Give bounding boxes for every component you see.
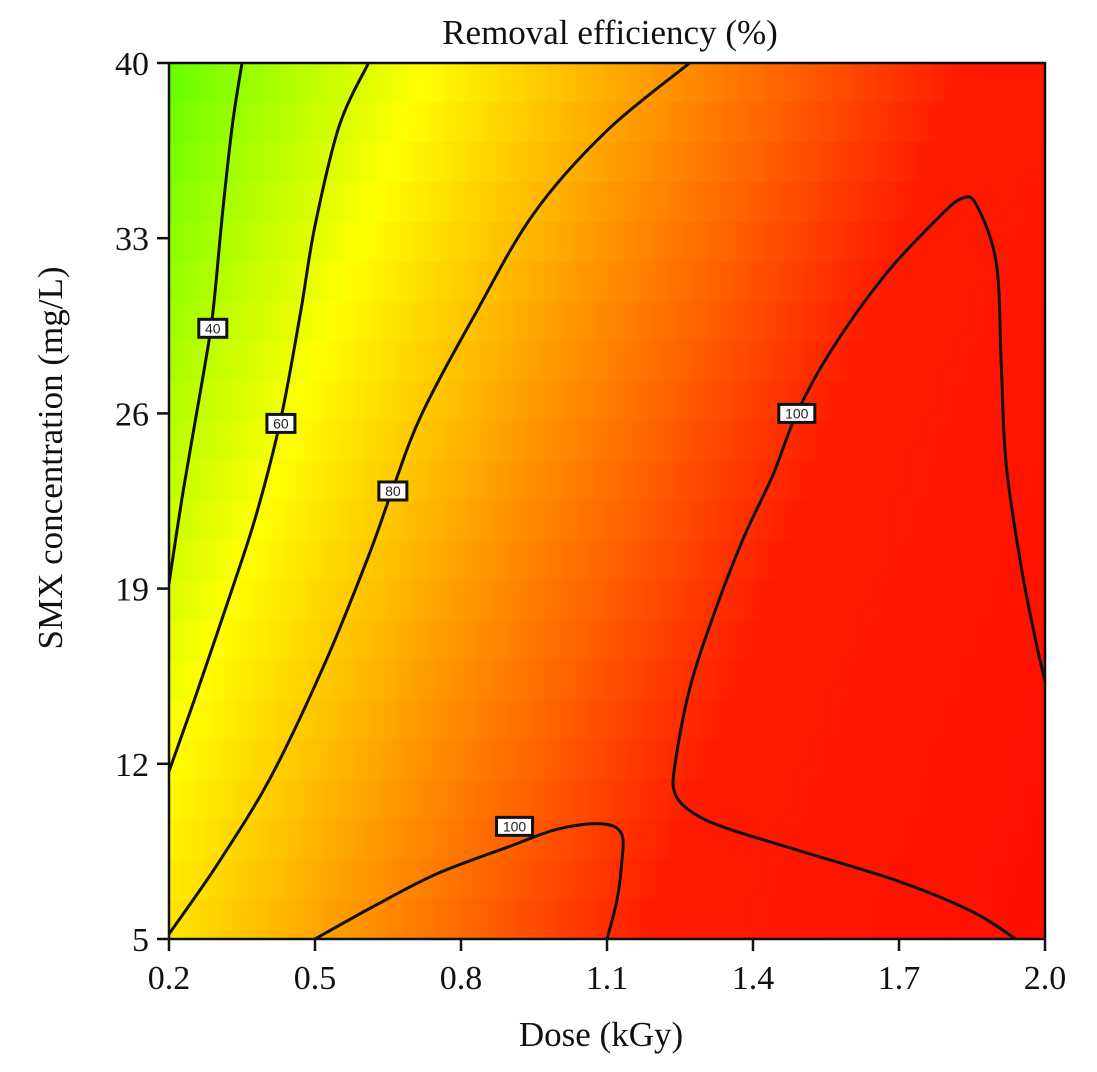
y-tick-label: 33 [115, 221, 149, 258]
contour-line-100 [313, 822, 625, 939]
y-axis: 5 12 19 26 33 40 [115, 46, 169, 959]
heatmap-strip [169, 181, 1045, 223]
contour-labels: 40 60 80 100 100 [197, 317, 817, 837]
y-tick-label: 19 [115, 572, 149, 609]
contour-label-box [377, 480, 409, 502]
heatmap-gradient [169, 63, 1045, 939]
y-tick-label: 40 [115, 46, 149, 83]
heatmap-strip [169, 460, 1045, 502]
contour-label-box [495, 815, 535, 837]
contour-label: 100 [785, 405, 809, 421]
y-axis-title: SMX concentration (mg/L) [31, 267, 70, 650]
x-axis-title: Dose (kGy) [519, 1015, 683, 1054]
heatmap-strip [169, 858, 1045, 900]
heatmap-strip [169, 699, 1045, 741]
heatmap-strip [169, 420, 1045, 462]
x-tick-label: 0.2 [148, 960, 191, 997]
heatmap-strip [169, 659, 1045, 701]
plot-area: 40 60 80 100 100 [167, 61, 1047, 941]
contour-label-box [197, 317, 229, 339]
x-tick-label: 0.5 [294, 960, 337, 997]
heatmap-strip [169, 739, 1045, 781]
x-tick-label: 1.4 [732, 960, 775, 997]
heatmap-strip [169, 221, 1045, 263]
heatmap-strip [169, 898, 1045, 939]
heatmap-strip [169, 500, 1045, 542]
heatmap-strip [169, 779, 1045, 821]
heatmap-strip [169, 102, 1045, 144]
y-tick-label: 12 [115, 747, 149, 784]
heatmap-strip [169, 301, 1045, 343]
contour-line-40 [169, 63, 244, 586]
heatmap-strip [169, 261, 1045, 303]
heatmap-strip [169, 341, 1045, 383]
x-tick-label: 1.7 [878, 960, 921, 997]
heatmap-strip [169, 580, 1045, 621]
contour-label: 80 [385, 483, 401, 499]
y-tick-label: 5 [132, 922, 149, 959]
contour-label: 100 [503, 818, 527, 834]
x-tick-label: 1.1 [586, 960, 629, 997]
chart-title: Removal efficiency (%) [442, 13, 778, 52]
contour-label-box [777, 402, 817, 424]
x-tick-label: 0.8 [440, 960, 483, 997]
heatmap-strip [169, 381, 1045, 422]
contour-label-box [265, 412, 297, 434]
contour-line-100 [671, 195, 1045, 939]
heatmap-strip [169, 142, 1045, 183]
x-tick-label: 2.0 [1024, 960, 1067, 997]
heatmap-strip [169, 540, 1045, 582]
heatmap-strip [169, 819, 1045, 860]
contour-label: 60 [273, 415, 289, 431]
y-tick-label: 26 [115, 396, 149, 433]
heatmap-strip [169, 63, 1045, 104]
x-axis: 0.2 0.5 0.8 1.1 1.4 1.7 2.0 [148, 939, 1067, 997]
contour-label: 40 [205, 320, 221, 336]
heatmap-strip [169, 619, 1045, 661]
